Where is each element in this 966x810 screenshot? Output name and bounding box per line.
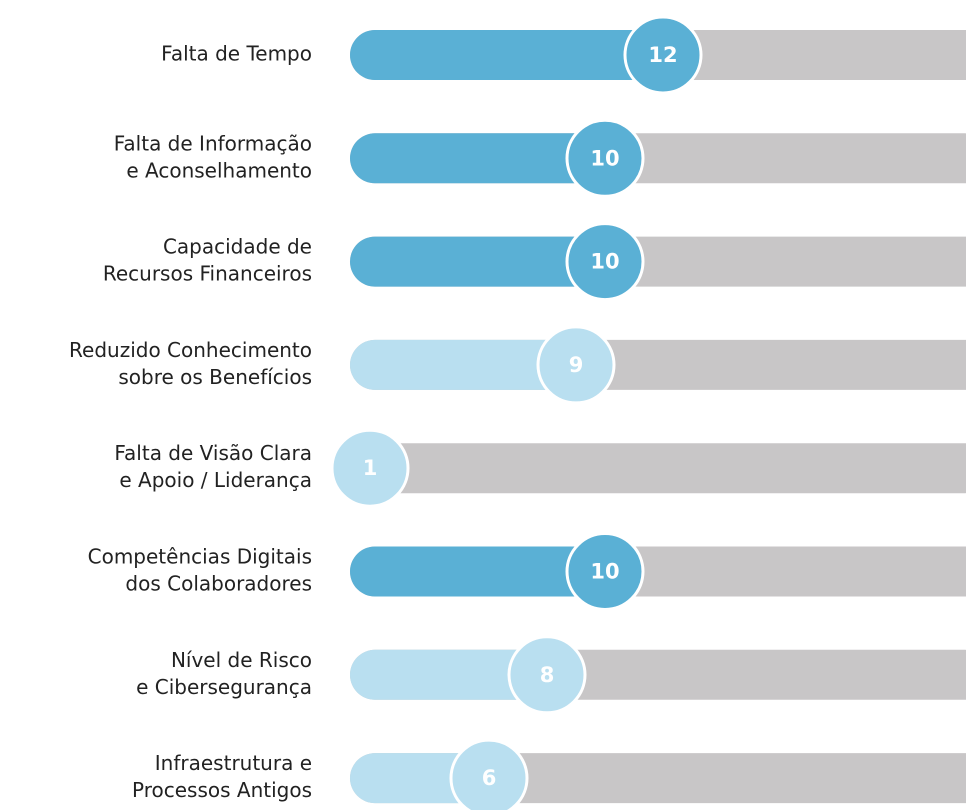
- value-bubble: [536, 325, 616, 405]
- bar: [350, 30, 663, 80]
- category-label: Falta de Informação: [114, 131, 312, 155]
- category-label: Falta de Tempo: [161, 42, 312, 66]
- category-label: e Cibersegurança: [136, 675, 312, 699]
- bar: [350, 236, 605, 287]
- bar: [350, 339, 576, 390]
- value-bubble: [565, 532, 645, 611]
- value-label: 6: [482, 766, 497, 790]
- value-bubble: [507, 635, 587, 715]
- value-label: 1: [363, 456, 378, 480]
- category-label: e Aconselhamento: [126, 158, 312, 182]
- category-label: Recursos Financeiros: [103, 262, 312, 286]
- value-label: 10: [590, 250, 619, 274]
- value-label: 10: [590, 146, 619, 170]
- category-label: Reduzido Conhecimento: [69, 338, 312, 362]
- value-label: 10: [590, 560, 619, 584]
- bar: [350, 649, 547, 700]
- bar: [350, 546, 605, 597]
- category-label: Nível de Risco: [171, 648, 312, 672]
- category-label: Infraestrutura e: [155, 751, 312, 775]
- category-label: Capacidade de: [163, 235, 312, 259]
- value-bubble: [565, 118, 645, 198]
- value-label: 8: [540, 663, 555, 687]
- bar: [350, 133, 605, 184]
- category-label: sobre os Benefícios: [118, 365, 312, 389]
- value-bubble: [623, 15, 703, 95]
- category-label: dos Colaboradores: [125, 572, 312, 596]
- track: [350, 443, 966, 494]
- value-label: 9: [569, 353, 584, 377]
- value-label: 12: [648, 43, 677, 67]
- value-bubble: [330, 428, 410, 508]
- category-label: Processos Antigos: [132, 778, 312, 802]
- category-label: Competências Digitais: [88, 545, 312, 569]
- category-label: e Apoio / Liderança: [119, 468, 312, 492]
- value-bubble: [449, 738, 529, 810]
- category-label: Falta de Visão Clara: [114, 441, 312, 465]
- value-bubble: [565, 222, 645, 302]
